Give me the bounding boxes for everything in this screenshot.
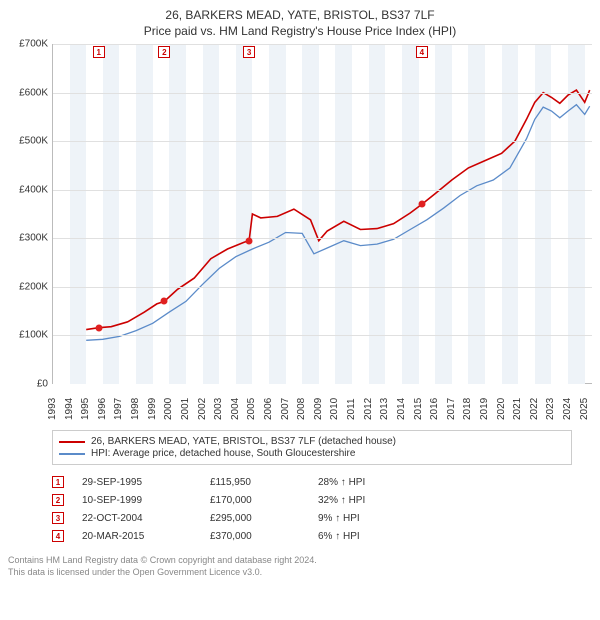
sale-row: 3 22-OCT-2004 £295,000 9% ↑ HPI [52, 509, 572, 527]
x-tick-label: 2002 [197, 398, 208, 420]
sale-marker-box: 2 [158, 46, 170, 58]
x-tick-label: 2007 [280, 398, 291, 420]
x-tick-label: 2004 [230, 398, 241, 420]
chart-header: 26, BARKERS MEAD, YATE, BRISTOL, BS37 7L… [8, 8, 592, 38]
sale-row: 4 20-MAR-2015 £370,000 6% ↑ HPI [52, 527, 572, 545]
gridline [53, 287, 592, 288]
sales-table: 1 29-SEP-1995 £115,950 28% ↑ HPI 2 10-SEP-199… [52, 473, 572, 545]
y-tick-label: £200K [19, 281, 48, 292]
x-tick-label: 2025 [579, 398, 590, 420]
x-tick-label: 2016 [429, 398, 440, 420]
sale-price: £370,000 [210, 531, 300, 542]
gridline [53, 44, 592, 45]
x-tick-label: 2000 [163, 398, 174, 420]
x-tick-label: 1999 [147, 398, 158, 420]
sale-date: 29-SEP-1995 [82, 477, 192, 488]
sale-number-box: 3 [52, 512, 64, 524]
y-tick-label: £400K [19, 184, 48, 195]
sale-marker-box: 1 [93, 46, 105, 58]
attribution-footer: Contains HM Land Registry data © Crown c… [8, 555, 592, 578]
sale-price: £115,950 [210, 477, 300, 488]
x-tick-label: 1998 [130, 398, 141, 420]
series-property-line [86, 90, 590, 330]
plot-region: 1 2 3 4 [52, 44, 592, 384]
y-tick-label: £600K [19, 87, 48, 98]
footer-line-2: This data is licensed under the Open Gov… [8, 567, 592, 579]
sale-date: 22-OCT-2004 [82, 513, 192, 524]
gridline [53, 141, 592, 142]
legend: 26, BARKERS MEAD, YATE, BRISTOL, BS37 7L… [52, 430, 572, 465]
y-tick-label: £0 [37, 379, 48, 390]
footer-line-1: Contains HM Land Registry data © Crown c… [8, 555, 592, 567]
x-tick-label: 2021 [512, 398, 523, 420]
sale-diff: 9% ↑ HPI [318, 513, 418, 524]
x-tick-label: 2011 [346, 398, 357, 420]
sale-date: 20-MAR-2015 [82, 531, 192, 542]
legend-row: HPI: Average price, detached house, Sout… [59, 448, 565, 459]
x-tick-label: 2001 [180, 398, 191, 420]
x-tick-label: 1995 [80, 398, 91, 420]
x-tick-label: 2018 [462, 398, 473, 420]
legend-swatch [59, 453, 85, 455]
sale-date: 10-SEP-1999 [82, 495, 192, 506]
x-tick-label: 2019 [479, 398, 490, 420]
y-tick-label: £100K [19, 330, 48, 341]
sale-point [246, 237, 253, 244]
y-tick-label: £500K [19, 136, 48, 147]
y-axis: £0£100K£200K£300K£400K£500K£600K£700K [8, 44, 52, 384]
x-tick-label: 2022 [529, 398, 540, 420]
x-tick-label: 2015 [413, 398, 424, 420]
sale-diff: 6% ↑ HPI [318, 531, 418, 542]
sale-point [418, 201, 425, 208]
sale-point [161, 298, 168, 305]
x-tick-label: 2005 [246, 398, 257, 420]
legend-label: HPI: Average price, detached house, Sout… [91, 448, 355, 459]
gridline [53, 238, 592, 239]
gridline [53, 335, 592, 336]
chart-subtitle: Price paid vs. HM Land Registry's House … [8, 24, 592, 38]
x-tick-label: 2023 [545, 398, 556, 420]
sale-number-box: 2 [52, 494, 64, 506]
x-tick-label: 2006 [263, 398, 274, 420]
chart-title: 26, BARKERS MEAD, YATE, BRISTOL, BS37 7L… [8, 8, 592, 22]
y-tick-label: £300K [19, 233, 48, 244]
sale-number-box: 1 [52, 476, 64, 488]
legend-label: 26, BARKERS MEAD, YATE, BRISTOL, BS37 7L… [91, 436, 396, 447]
x-tick-label: 1993 [47, 398, 58, 420]
x-tick-label: 2009 [313, 398, 324, 420]
x-tick-label: 2020 [496, 398, 507, 420]
sale-price: £295,000 [210, 513, 300, 524]
legend-row: 26, BARKERS MEAD, YATE, BRISTOL, BS37 7L… [59, 436, 565, 447]
x-tick-label: 2003 [213, 398, 224, 420]
sale-diff: 28% ↑ HPI [318, 477, 418, 488]
sale-marker-box: 4 [416, 46, 428, 58]
x-tick-label: 2013 [379, 398, 390, 420]
sale-row: 2 10-SEP-1999 £170,000 32% ↑ HPI [52, 491, 572, 509]
sale-row: 1 29-SEP-1995 £115,950 28% ↑ HPI [52, 473, 572, 491]
y-tick-label: £700K [19, 39, 48, 50]
x-tick-label: 2024 [562, 398, 573, 420]
line-svg [53, 44, 593, 384]
x-axis: 1993199419951996199719981999200020012002… [52, 384, 592, 424]
x-tick-label: 1996 [97, 398, 108, 420]
gridline [53, 190, 592, 191]
x-tick-label: 1994 [64, 398, 75, 420]
x-tick-label: 2017 [446, 398, 457, 420]
series-hpi-line [86, 105, 590, 341]
x-tick-label: 2014 [396, 398, 407, 420]
sale-number-box: 4 [52, 530, 64, 542]
sale-price: £170,000 [210, 495, 300, 506]
x-tick-label: 2008 [296, 398, 307, 420]
sale-point [95, 324, 102, 331]
x-tick-label: 2010 [329, 398, 340, 420]
chart-area: £0£100K£200K£300K£400K£500K£600K£700K 12… [8, 44, 592, 424]
sale-diff: 32% ↑ HPI [318, 495, 418, 506]
x-tick-label: 2012 [363, 398, 374, 420]
sale-marker-box: 3 [243, 46, 255, 58]
gridline [53, 93, 592, 94]
x-tick-label: 1997 [113, 398, 124, 420]
legend-swatch [59, 441, 85, 443]
